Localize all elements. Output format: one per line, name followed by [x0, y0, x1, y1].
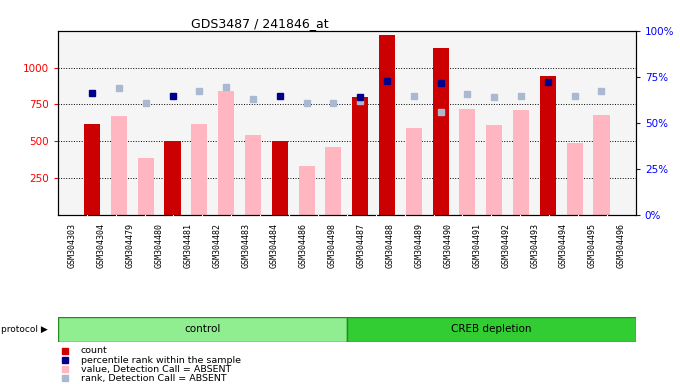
Bar: [58, 317, 347, 342]
Text: GSM304490: GSM304490: [443, 223, 452, 268]
Text: GSM304481: GSM304481: [184, 223, 192, 268]
Text: percentile rank within the sample: percentile rank within the sample: [81, 356, 241, 364]
Text: GSM304480: GSM304480: [154, 223, 163, 268]
Bar: [513, 110, 529, 215]
Bar: [218, 91, 234, 215]
Text: GSM304493: GSM304493: [530, 223, 539, 268]
Bar: [165, 141, 181, 215]
Bar: [379, 35, 395, 215]
Text: GDS3487 / 241846_at: GDS3487 / 241846_at: [191, 17, 329, 30]
Text: value, Detection Call = ABSENT: value, Detection Call = ABSENT: [81, 365, 231, 374]
Text: GSM304491: GSM304491: [473, 223, 481, 268]
Bar: [137, 157, 154, 215]
Text: CREB depletion: CREB depletion: [451, 324, 532, 334]
Bar: [272, 141, 288, 215]
Text: GSM304488: GSM304488: [386, 223, 394, 268]
Bar: [594, 115, 609, 215]
Text: GSM304486: GSM304486: [299, 223, 308, 268]
Bar: [460, 109, 475, 215]
Text: GSM304479: GSM304479: [126, 223, 135, 268]
Bar: [299, 166, 315, 215]
Text: GSM304492: GSM304492: [501, 223, 510, 268]
Text: GSM304304: GSM304304: [97, 223, 105, 268]
Bar: [540, 76, 556, 215]
Text: GSM304484: GSM304484: [270, 223, 279, 268]
Bar: [352, 97, 369, 215]
Text: GSM304483: GSM304483: [241, 223, 250, 268]
Text: GSM304487: GSM304487: [357, 223, 366, 268]
Text: GSM304489: GSM304489: [415, 223, 424, 268]
Text: GSM304495: GSM304495: [588, 223, 597, 268]
Text: GSM304482: GSM304482: [212, 223, 221, 268]
Bar: [84, 124, 100, 215]
Bar: [352, 200, 369, 215]
Bar: [486, 125, 503, 215]
Text: GSM304498: GSM304498: [328, 223, 337, 268]
Bar: [347, 317, 636, 342]
Text: rank, Detection Call = ABSENT: rank, Detection Call = ABSENT: [81, 374, 226, 383]
Bar: [432, 48, 449, 215]
Bar: [245, 136, 261, 215]
Text: protocol ▶: protocol ▶: [1, 325, 48, 334]
Bar: [406, 128, 422, 215]
Text: GSM304496: GSM304496: [617, 223, 626, 268]
Bar: [111, 116, 127, 215]
Bar: [325, 147, 341, 215]
Bar: [191, 124, 207, 215]
Text: count: count: [81, 346, 107, 356]
Text: control: control: [184, 324, 220, 334]
Bar: [566, 143, 583, 215]
Text: GSM304303: GSM304303: [68, 223, 77, 268]
Text: GSM304494: GSM304494: [559, 223, 568, 268]
